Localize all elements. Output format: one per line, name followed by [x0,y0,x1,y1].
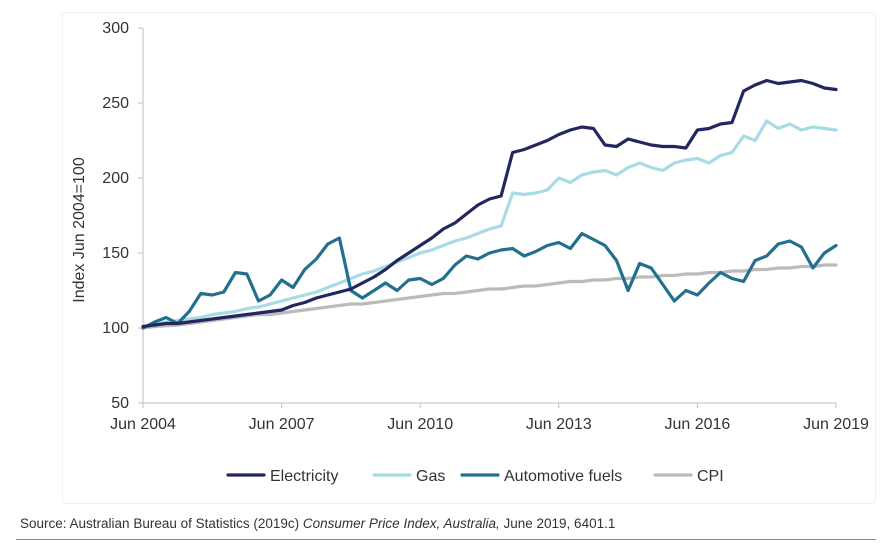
y-tick-label: 300 [102,20,129,37]
series-line-gas [141,119,838,329]
source-note: Source: Australian Bureau of Statistics … [20,516,615,531]
x-tick-label: Jun 2016 [664,416,730,433]
chart-frame [62,12,876,504]
y-tick-label: 150 [102,245,129,262]
y-tick-label: 50 [111,395,129,412]
chart-axes: 50 100 150 200 250 300 Jun 2004 Jun 2007 Jun 201… [102,20,869,433]
y-axis-label: Index Jun 2004=100 [71,157,88,303]
x-tick-label: Jun 2013 [526,416,592,433]
x-tick-label: Jun 2007 [249,416,315,433]
chart-legend: Electricity Gas Automotive fuels CPI [226,468,724,485]
x-tick-label: Jun 2019 [803,416,869,433]
y-tick-label: 100 [102,320,129,337]
source-prefix: Source: Australian Bureau of Statistics … [20,516,303,531]
series-line-automotive-fuels [141,231,838,330]
legend-label-cpi: CPI [697,468,724,485]
y-tick-label: 200 [102,170,129,187]
legend-label-electricity: Electricity [270,468,338,485]
legend-label-automotive-fuels: Automotive fuels [504,468,622,485]
bottom-divider [16,539,876,540]
source-title: Consumer Price Index, Australia, [302,516,500,531]
y-tick-label: 250 [102,95,129,112]
series-layer [141,78,838,330]
legend-label-gas: Gas [416,468,445,485]
source-suffix: June 2019, 6401.1 [499,516,616,531]
x-tick-label: Jun 2004 [110,416,176,433]
series-line-electricity [141,78,838,329]
x-tick-label: Jun 2010 [387,416,453,433]
line-chart: 50 100 150 200 250 300 Jun 2004 Jun 2007 Jun 201… [71,20,869,485]
